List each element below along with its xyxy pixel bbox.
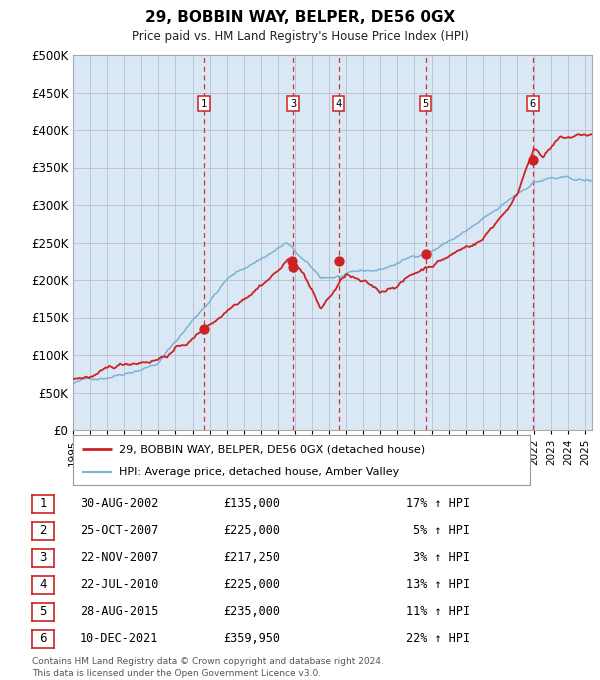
Text: £225,000: £225,000 — [223, 578, 280, 591]
Text: £135,000: £135,000 — [223, 497, 280, 510]
Text: 17% ↑ HPI: 17% ↑ HPI — [406, 497, 470, 510]
Text: 29, BOBBIN WAY, BELPER, DE56 0GX: 29, BOBBIN WAY, BELPER, DE56 0GX — [145, 10, 455, 25]
Text: 1: 1 — [39, 497, 47, 510]
Text: 22% ↑ HPI: 22% ↑ HPI — [406, 632, 470, 645]
Text: 6: 6 — [530, 99, 536, 109]
Text: 3% ↑ HPI: 3% ↑ HPI — [413, 551, 470, 564]
Text: HPI: Average price, detached house, Amber Valley: HPI: Average price, detached house, Ambe… — [119, 467, 399, 477]
Point — [528, 154, 538, 165]
Text: 28-AUG-2015: 28-AUG-2015 — [80, 605, 158, 618]
Text: £217,250: £217,250 — [223, 551, 280, 564]
Text: 6: 6 — [39, 632, 47, 645]
Text: 29, BOBBIN WAY, BELPER, DE56 0GX (detached house): 29, BOBBIN WAY, BELPER, DE56 0GX (detach… — [119, 444, 425, 454]
Text: Price paid vs. HM Land Registry's House Price Index (HPI): Price paid vs. HM Land Registry's House … — [131, 30, 469, 43]
Text: 30-AUG-2002: 30-AUG-2002 — [80, 497, 158, 510]
Text: 22-JUL-2010: 22-JUL-2010 — [80, 578, 158, 591]
Text: 13% ↑ HPI: 13% ↑ HPI — [406, 578, 470, 591]
Text: This data is licensed under the Open Government Licence v3.0.: This data is licensed under the Open Gov… — [32, 668, 321, 677]
Text: 3: 3 — [40, 551, 47, 564]
Point — [199, 323, 209, 334]
Text: 1: 1 — [200, 99, 207, 109]
Text: 4: 4 — [335, 99, 342, 109]
Point — [287, 256, 296, 267]
Text: 4: 4 — [39, 578, 47, 591]
Text: 5: 5 — [40, 605, 47, 618]
Text: 3: 3 — [290, 99, 296, 109]
Text: Contains HM Land Registry data © Crown copyright and database right 2024.: Contains HM Land Registry data © Crown c… — [32, 656, 384, 666]
Point — [288, 262, 298, 273]
Point — [421, 248, 431, 259]
Text: 22-NOV-2007: 22-NOV-2007 — [80, 551, 158, 564]
Text: 11% ↑ HPI: 11% ↑ HPI — [406, 605, 470, 618]
Point — [334, 256, 343, 267]
Text: £225,000: £225,000 — [223, 524, 280, 537]
Text: 25-OCT-2007: 25-OCT-2007 — [80, 524, 158, 537]
Text: 5% ↑ HPI: 5% ↑ HPI — [413, 524, 470, 537]
Text: 5: 5 — [422, 99, 429, 109]
Text: £235,000: £235,000 — [223, 605, 280, 618]
Text: £359,950: £359,950 — [223, 632, 280, 645]
Text: 10-DEC-2021: 10-DEC-2021 — [80, 632, 158, 645]
Text: 2: 2 — [39, 524, 47, 537]
